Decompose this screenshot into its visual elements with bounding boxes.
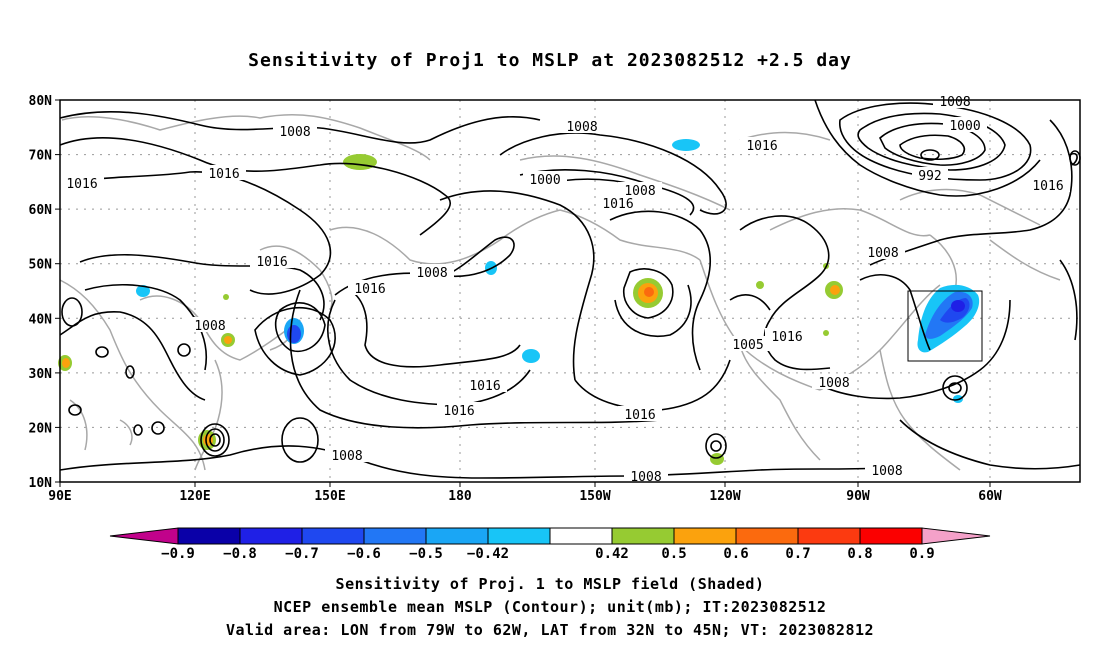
lon-label: 120E (179, 489, 210, 504)
colorbar-cell (301, 527, 365, 545)
footer-line-2: NCEP ensemble mean MSLP (Contour); unit(… (273, 598, 827, 616)
contour-label: 1008 (871, 464, 902, 479)
lon-label: 150E (314, 489, 345, 504)
contour-label: 1016 (256, 255, 287, 270)
colorbar-left-arrow (109, 527, 179, 545)
colorbar-tick-label: −0.5 (409, 546, 443, 562)
contour-label: 1016 (354, 282, 385, 297)
lat-label: 80N (29, 94, 53, 109)
lat-label: 30N (29, 367, 53, 382)
colorbar-tick-label: −0.8 (223, 546, 257, 562)
contour-label: 1016 (1032, 179, 1063, 194)
lat-label: 60N (29, 203, 53, 218)
colorbar-cell (611, 527, 675, 545)
contour-label-group: 1008 1016 1008 1016 1008 1000 1008 1016 … (60, 93, 1070, 485)
plot-frame (59, 99, 1081, 483)
colorbar-cell (673, 527, 737, 545)
colorbar-tick-label: 0.6 (723, 546, 748, 562)
longitude-axis: 90E 120E 150E 180 150W 120W 90W 60W (48, 482, 1002, 504)
contour-label: 1016 (66, 177, 97, 192)
lon-label: 180 (448, 489, 472, 504)
colorbar-cell (239, 527, 303, 545)
contour-label: 992 (918, 169, 941, 184)
colorbar-right-arrow (921, 527, 991, 545)
contour-label: 1008 (279, 125, 310, 140)
footer-line-1: Sensitivity of Proj. 1 to MSLP field (Sh… (335, 575, 765, 593)
contour-label: 1016 (443, 404, 474, 419)
contour-label: 1008 (331, 449, 362, 464)
lat-label: 20N (29, 421, 53, 436)
valid-area-box (907, 290, 983, 362)
contour-label: 1008 (867, 246, 898, 261)
colorbar-tick-label: −0.7 (285, 546, 319, 562)
lon-label: 60W (978, 489, 1002, 504)
contour-label: 1008 (566, 120, 597, 135)
contour-label: 1016 (746, 139, 777, 154)
lat-label: 40N (29, 312, 53, 327)
colorbar-cell (425, 527, 489, 545)
colorbar-tick-label: 0.9 (909, 546, 934, 562)
lon-label: 120W (709, 489, 740, 504)
contour-label: 1005 (732, 338, 763, 353)
contour-label: 1016 (602, 197, 633, 212)
lon-label: 150W (579, 489, 610, 504)
colorbar-tick-label: 0.7 (785, 546, 810, 562)
contour-label: 1016 (771, 330, 802, 345)
contour-label: 1016 (469, 379, 500, 394)
contour-label: 1000 (949, 119, 980, 134)
colorbar-tick-label: 0.42 (595, 546, 629, 562)
sensitivity-shading (58, 139, 980, 465)
mslp-contours (59, 99, 1081, 479)
colorbar: −0.9 −0.8 −0.7 −0.6 −0.5 −0.42 0.42 0.5 0.6 0.7 0.… (109, 527, 991, 562)
colorbar-cell (859, 527, 923, 545)
contour-label: 1016 (624, 408, 655, 423)
colorbar-cell (549, 527, 613, 545)
latitude-axis: 80N 70N 60N 50N 40N 30N 20N 10N (29, 94, 60, 491)
colorbar-tick-label: −0.42 (467, 546, 509, 562)
footer-line-3: Valid area: LON from 79W to 62W, LAT fro… (225, 621, 875, 639)
colorbar-cell (797, 527, 861, 545)
lat-label: 50N (29, 258, 53, 273)
contour-label: 1008 (416, 266, 447, 281)
lat-label: 70N (29, 149, 53, 164)
contour-label: 1000 (529, 173, 560, 188)
colorbar-cell (177, 527, 241, 545)
colorbar-tick-label: 0.8 (847, 546, 872, 562)
colorbar-cell (735, 527, 799, 545)
lon-label: 90E (48, 489, 71, 504)
colorbar-tick-label: −0.9 (161, 546, 195, 562)
colorbar-tick-label: −0.6 (347, 546, 381, 562)
coastlines (59, 113, 1061, 471)
contour-label: 1016 (208, 167, 239, 182)
colorbar-tick-label: 0.5 (661, 546, 686, 562)
contour-label: 1008 (818, 376, 849, 391)
lon-label: 90W (846, 489, 870, 504)
chart-title: Sensitivity of Proj1 to MSLP at 20230825… (248, 50, 852, 71)
colorbar-cell (487, 527, 551, 545)
colorbar-cell (363, 527, 427, 545)
lat-label: 10N (29, 476, 53, 491)
contour-label: 1008 (194, 319, 225, 334)
contour-label: 1008 (939, 95, 970, 110)
